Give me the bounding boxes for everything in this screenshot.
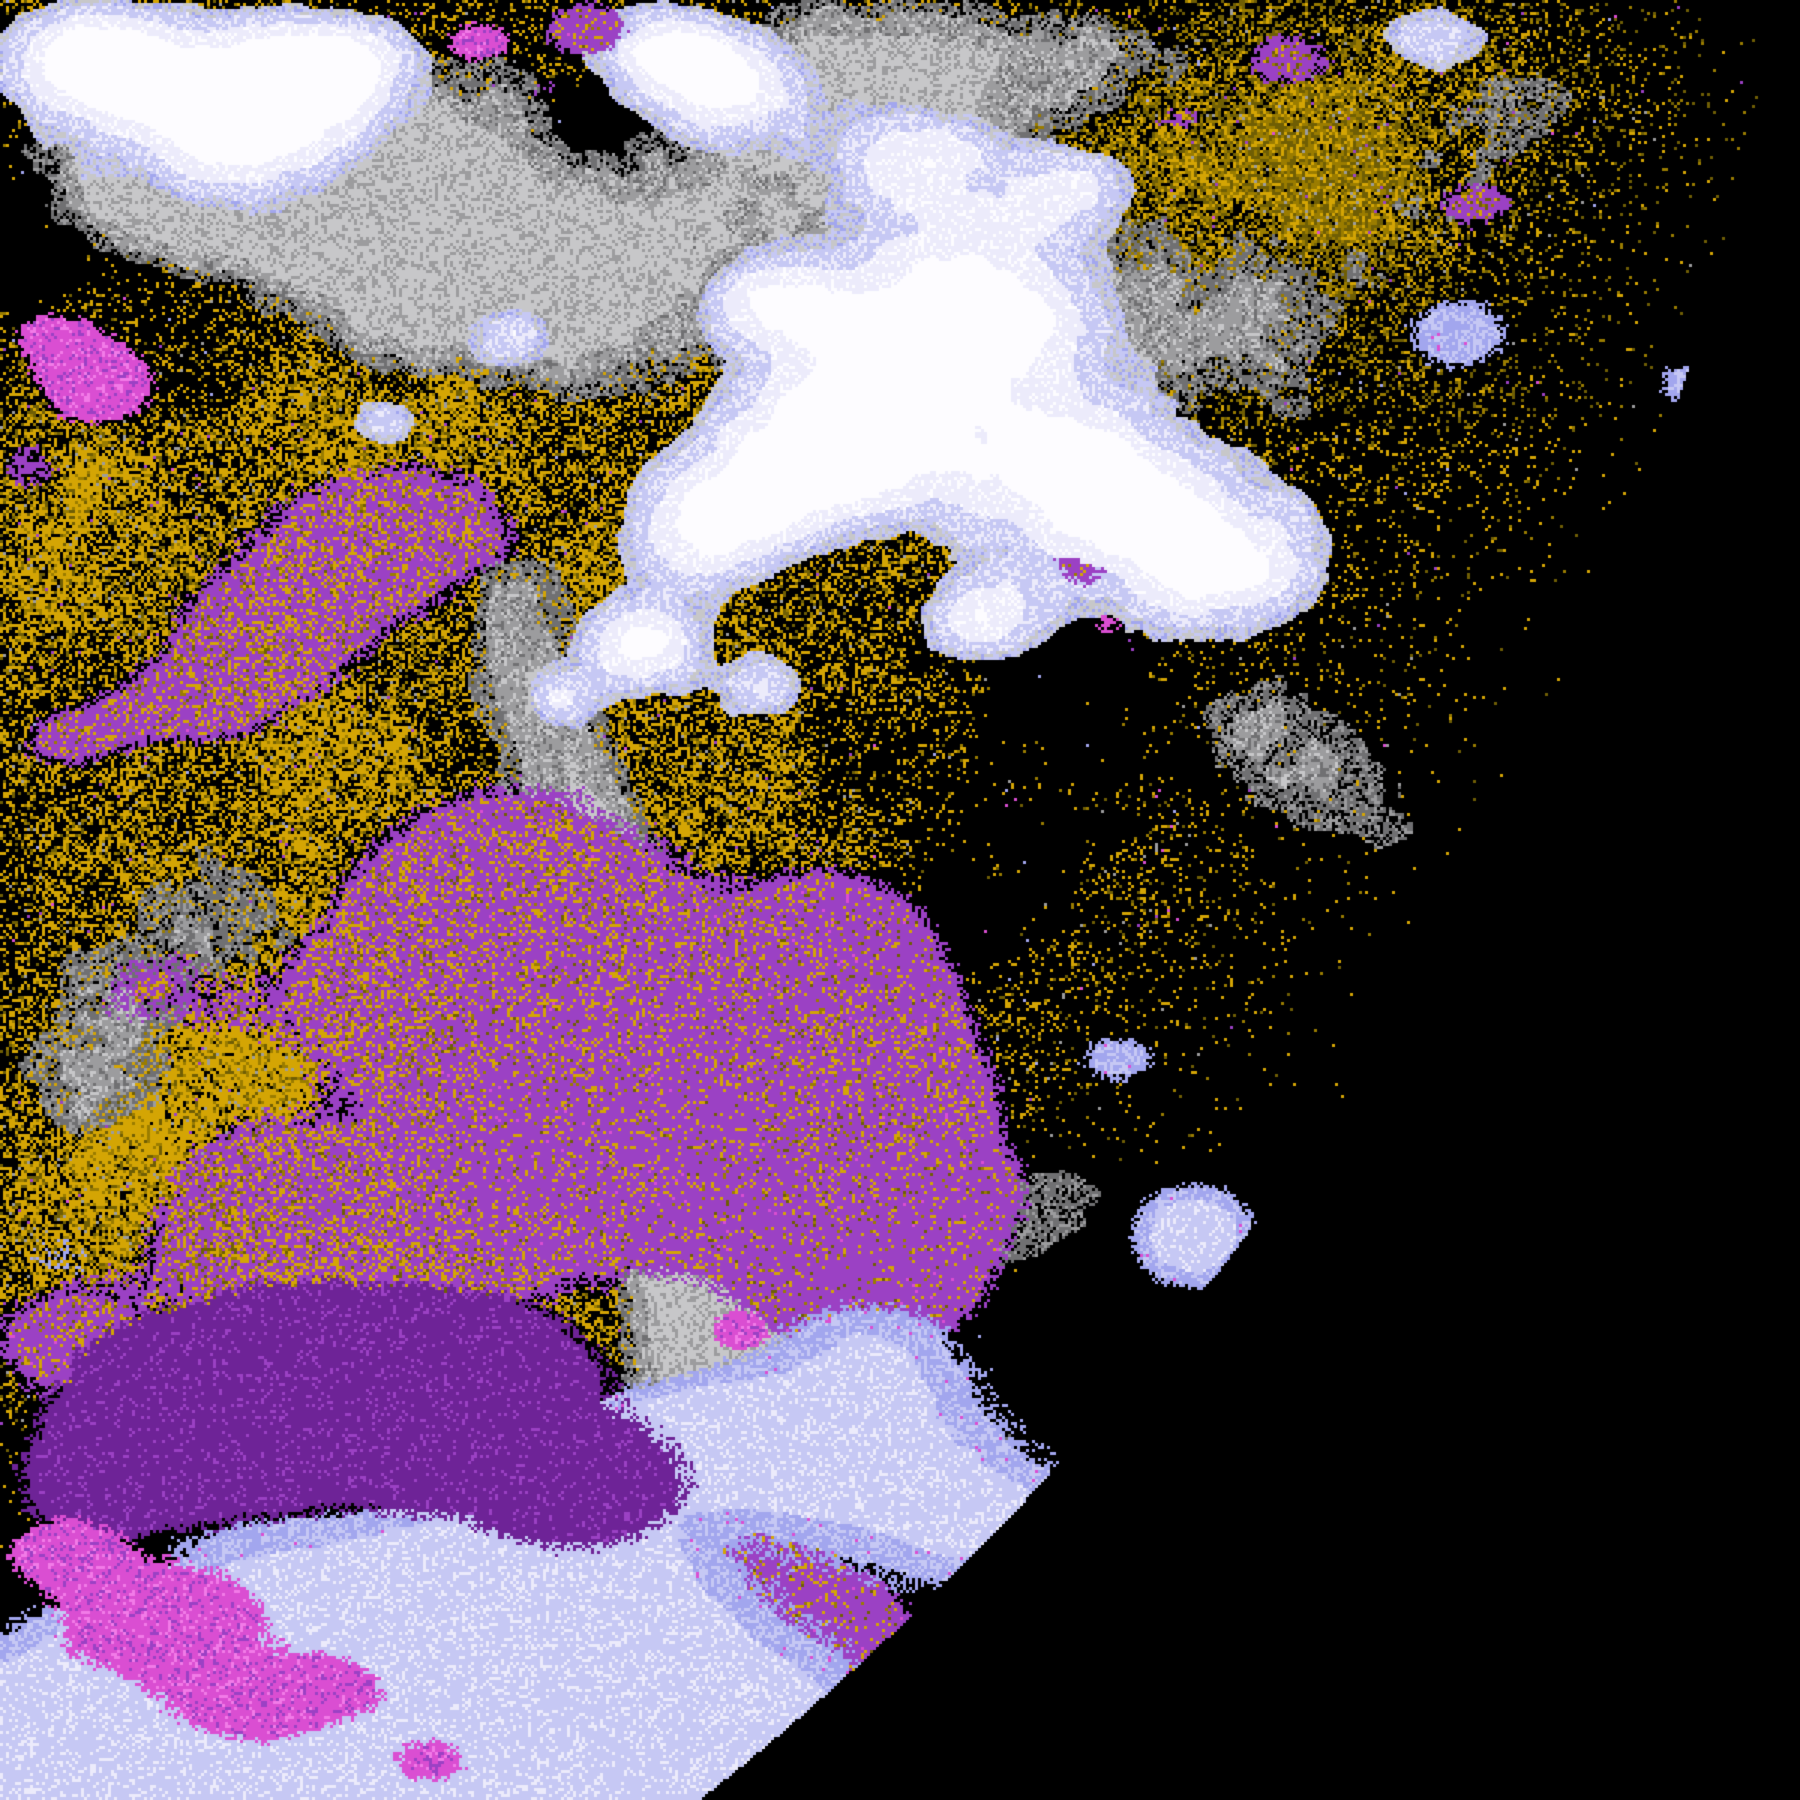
false-color-satellite-image [0, 0, 1800, 1800]
satellite-view [0, 0, 1800, 1800]
